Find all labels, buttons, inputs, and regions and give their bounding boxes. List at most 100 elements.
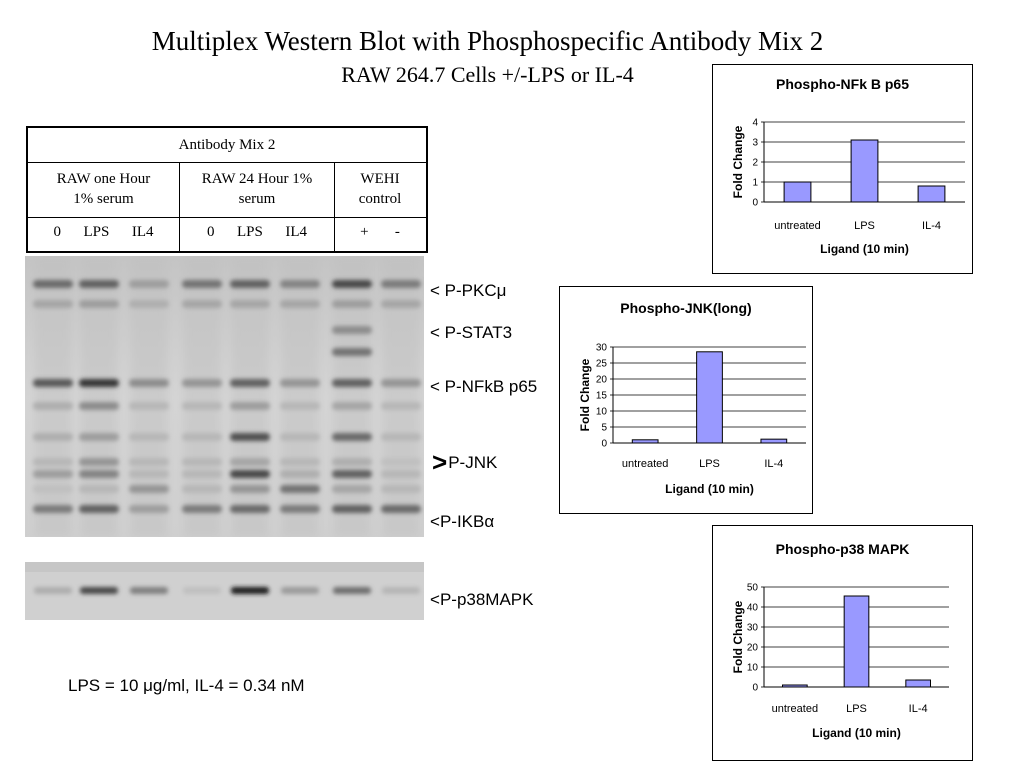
x-axis-label: Ligand (10 min) bbox=[812, 726, 901, 740]
group-raw-1h: RAW one Hour 1% serum bbox=[28, 162, 180, 217]
x-tick-label: untreated bbox=[622, 458, 668, 470]
blot-band bbox=[382, 587, 420, 594]
label-p-nfkb: < P-NFkB p65 bbox=[430, 377, 537, 397]
blot-band bbox=[381, 280, 421, 288]
blot-band bbox=[332, 326, 372, 334]
chart-svg: Phospho-p38 MAPK 0 10 20 30 40 50 untreated LPS I… bbox=[731, 541, 949, 740]
blot-band bbox=[280, 433, 320, 441]
blot-band bbox=[79, 300, 119, 308]
blot-band bbox=[381, 458, 421, 466]
label-text: P-JNK bbox=[448, 453, 498, 472]
label-text: P-STAT3 bbox=[444, 323, 513, 342]
chart-svg: Phospho-JNK(long) 0 5 10 15 20 25 30 untreated LP… bbox=[578, 300, 806, 496]
bar bbox=[917, 185, 946, 203]
x-axis-label: Ligand (10 min) bbox=[665, 482, 754, 496]
blot-band bbox=[280, 485, 320, 493]
blot-band bbox=[129, 470, 169, 478]
blot-band bbox=[280, 379, 320, 387]
x-tick-label: untreated bbox=[772, 703, 818, 715]
antibody-table: Antibody Mix 2 RAW one Hour 1% serum RAW… bbox=[26, 126, 428, 253]
blot-band bbox=[281, 587, 319, 594]
group-raw-24h: RAW 24 Hour 1% serum bbox=[180, 162, 335, 217]
y-tick-label: 5 bbox=[601, 423, 607, 434]
label-p-pkc: < P-PKCμ bbox=[430, 281, 506, 301]
y-tick-label: 0 bbox=[752, 683, 758, 694]
group-label-line1: WEHI bbox=[360, 171, 400, 187]
y-tick-label: 20 bbox=[596, 375, 608, 386]
blot-band bbox=[182, 379, 222, 387]
group-label-line2: 1% serum bbox=[73, 191, 134, 207]
blot-band bbox=[230, 470, 270, 478]
blot-band bbox=[79, 379, 119, 387]
blot-band bbox=[33, 470, 73, 478]
y-tick-label: 0 bbox=[601, 439, 607, 450]
label-text: P-p38MAPK bbox=[439, 590, 534, 609]
x-tick-label: IL-4 bbox=[909, 703, 928, 715]
y-tick-label: 1 bbox=[752, 178, 758, 189]
blot-lane bbox=[282, 256, 318, 537]
blot-lane bbox=[35, 256, 71, 537]
lanes-raw-1h: 0 LPS IL4 bbox=[28, 217, 180, 251]
x-tick-label: IL-4 bbox=[764, 458, 783, 470]
label-text: P-IKBα bbox=[439, 512, 495, 531]
blot-band bbox=[80, 587, 118, 594]
blot-lane bbox=[81, 256, 117, 537]
label-text: P-NFkB p65 bbox=[444, 377, 538, 396]
blot-band bbox=[332, 300, 372, 308]
blot-band bbox=[129, 458, 169, 466]
blot-band bbox=[33, 433, 73, 441]
blot-band bbox=[33, 300, 73, 308]
blot-band bbox=[332, 458, 372, 466]
group-label-line2: serum bbox=[238, 191, 276, 207]
antibody-table-groups-row: RAW one Hour 1% serum RAW 24 Hour 1% ser… bbox=[28, 162, 426, 218]
blot-lane bbox=[184, 256, 220, 537]
blot-band bbox=[129, 433, 169, 441]
blot-band bbox=[280, 280, 320, 288]
label-arrow: < bbox=[430, 281, 445, 300]
blot-band bbox=[332, 505, 372, 513]
blot-band bbox=[381, 485, 421, 493]
y-tick-label: 10 bbox=[596, 407, 608, 418]
blot-lane bbox=[334, 256, 370, 537]
y-tick-label: 30 bbox=[596, 343, 608, 354]
blot-band bbox=[33, 280, 73, 288]
blot-band bbox=[381, 379, 421, 387]
chart-nfkb: Phospho-NFk B p65 0 1 2 3 4 untreated LPS IL-4 Li… bbox=[712, 64, 973, 274]
y-tick-label: 25 bbox=[596, 359, 608, 370]
blot-band bbox=[280, 300, 320, 308]
y-tick-label: 40 bbox=[747, 603, 759, 614]
bar bbox=[905, 679, 931, 688]
chart-jnk: Phospho-JNK(long) 0 5 10 15 20 25 30 untreated LP… bbox=[559, 286, 813, 514]
blot-band bbox=[332, 470, 372, 478]
blot-band bbox=[33, 505, 73, 513]
blot-band bbox=[182, 300, 222, 308]
blot-band bbox=[129, 402, 169, 410]
label-p-p38: <P-p38MAPK bbox=[430, 590, 533, 610]
blot-band bbox=[79, 433, 119, 441]
bar bbox=[783, 181, 812, 203]
x-tick-label: LPS bbox=[854, 220, 875, 232]
blot-band bbox=[33, 485, 73, 493]
blot-band bbox=[230, 458, 270, 466]
blot-band bbox=[230, 505, 270, 513]
x-tick-label: untreated bbox=[774, 220, 820, 232]
blot-band bbox=[182, 458, 222, 466]
blot-band bbox=[280, 458, 320, 466]
blot-band bbox=[280, 402, 320, 410]
blot-band bbox=[332, 348, 372, 356]
label-arrow: < bbox=[430, 590, 440, 609]
bar bbox=[843, 595, 870, 688]
blot-band bbox=[230, 280, 270, 288]
bar bbox=[631, 439, 659, 444]
x-tick-label: IL-4 bbox=[922, 220, 941, 232]
blot-band bbox=[381, 300, 421, 308]
blot-band bbox=[333, 587, 371, 594]
bar bbox=[782, 684, 808, 688]
y-axis-label: Fold Change bbox=[578, 358, 592, 431]
blot-band bbox=[33, 379, 73, 387]
group-label-line2: control bbox=[358, 191, 402, 207]
blot-band bbox=[230, 433, 270, 441]
blot-band bbox=[79, 458, 119, 466]
blot-band bbox=[182, 505, 222, 513]
blot-band bbox=[230, 402, 270, 410]
